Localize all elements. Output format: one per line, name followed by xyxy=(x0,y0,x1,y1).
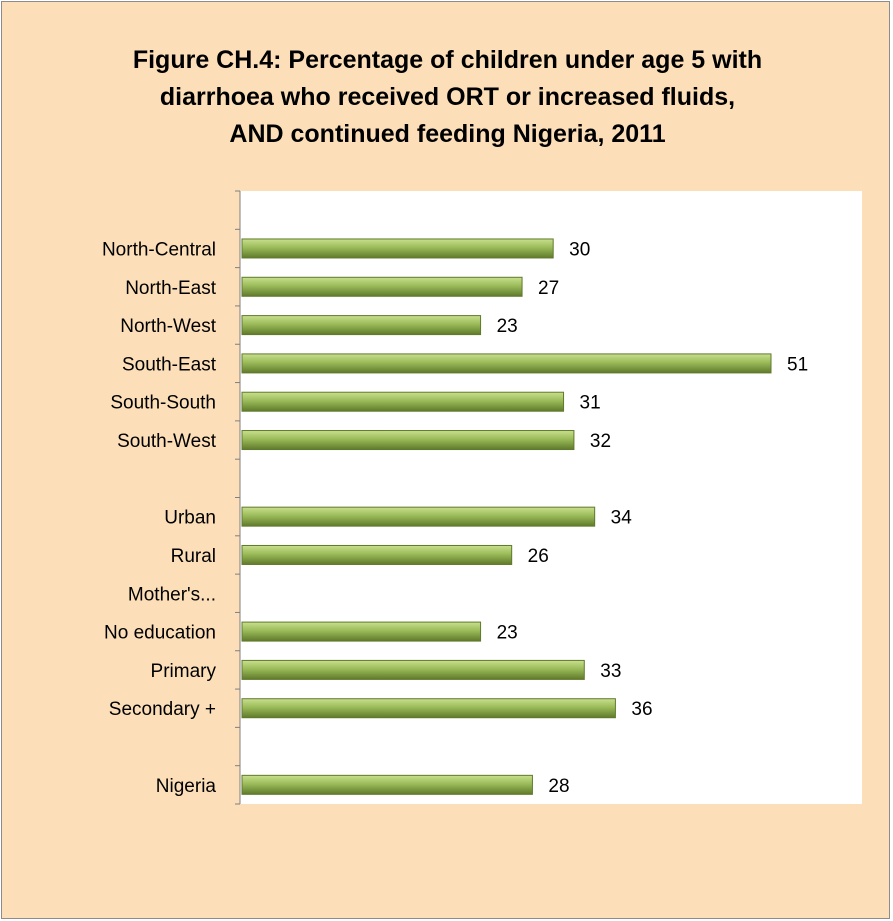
chart-title: Figure CH.4: Percentage of children unde… xyxy=(42,42,853,153)
chart-title-line-2: diarrhoea who received ORT or increased … xyxy=(159,83,736,111)
chart-title-line-3: AND continued feeding Nigeria, 2011 xyxy=(229,120,666,148)
chart-title-line-1: Figure CH.4: Percentage of children unde… xyxy=(132,46,763,74)
